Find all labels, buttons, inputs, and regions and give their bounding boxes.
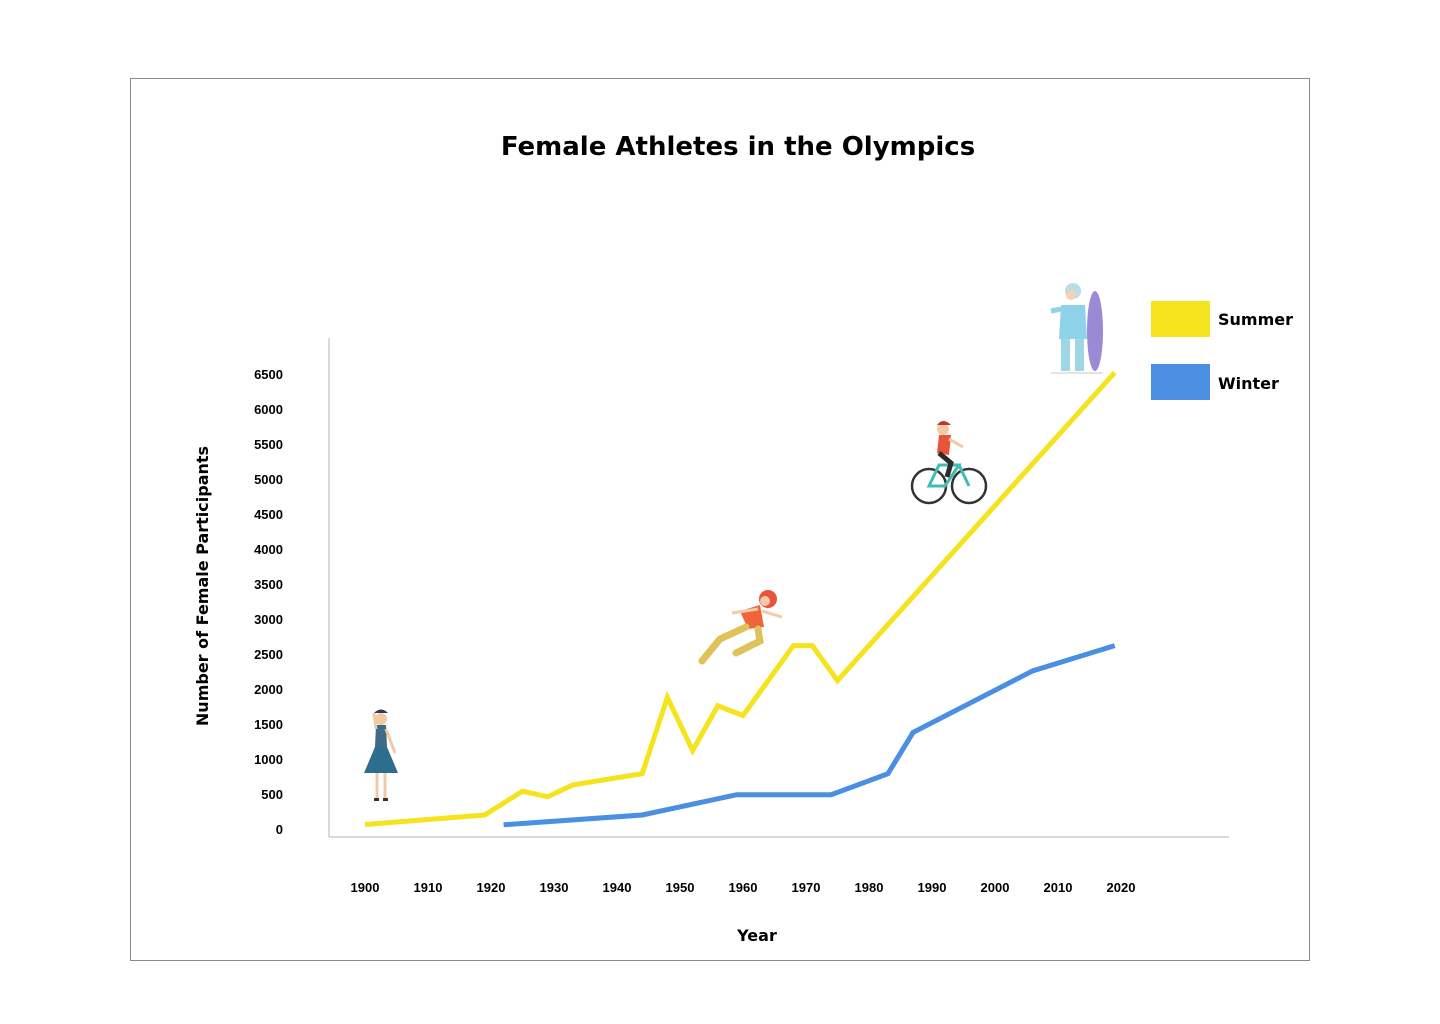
dancer-illustration — [364, 709, 398, 801]
chart-title: Female Athletes in the Olympics — [501, 132, 975, 162]
y-tick-label: 5000 — [254, 472, 283, 487]
y-tick-label: 0 — [276, 822, 283, 837]
x-tick-label: 1990 — [918, 880, 947, 895]
x-tick-label: 2020 — [1107, 880, 1136, 895]
x-tick-label: 1950 — [666, 880, 695, 895]
y-tick-label: 1500 — [254, 717, 283, 732]
x-tick-label: 1980 — [855, 880, 884, 895]
legend-swatch-summer — [1151, 301, 1210, 337]
series-line-summer — [364, 370, 1117, 827]
x-axis-label: Year — [736, 926, 777, 945]
y-tick-label: 1000 — [254, 752, 283, 767]
y-tick-label: 2500 — [254, 647, 283, 662]
legend-swatch-winter — [1151, 364, 1210, 400]
line-chart: Female Athletes in the Olympics 0 500 1000… — [193, 132, 1293, 945]
x-tick-label: 1930 — [540, 880, 569, 895]
y-tick-label: 6000 — [254, 402, 283, 417]
cyclist-illustration — [910, 421, 988, 505]
y-tick-label: 4000 — [254, 542, 283, 557]
legend-label-summer: Summer — [1218, 310, 1293, 329]
x-tick-label: 1940 — [603, 880, 632, 895]
x-tick-label: 2000 — [981, 880, 1010, 895]
y-tick-label: 2000 — [254, 682, 283, 697]
x-tick-label: 1920 — [477, 880, 506, 895]
y-tick-label: 6500 — [254, 367, 283, 382]
y-tick-label: 3000 — [254, 612, 283, 627]
x-tick-label: 1900 — [351, 880, 380, 895]
chart-frame: Female Athletes in the Olympics 0 500 1000… — [130, 78, 1310, 961]
snowboarder-illustration — [1050, 283, 1103, 374]
y-tick-label: 500 — [261, 787, 283, 802]
sprinter-illustration — [698, 590, 783, 665]
y-tick-labels: 0 500 1000 1500 2000 2500 3000 3500 4000 4500 5000… — [254, 367, 283, 837]
series-line-winter — [503, 643, 1116, 828]
y-tick-label: 5500 — [254, 437, 283, 452]
x-tick-label: 1960 — [729, 880, 758, 895]
y-tick-label: 4500 — [254, 507, 283, 522]
x-tick-label: 1910 — [414, 880, 443, 895]
series-layer — [364, 370, 1117, 828]
x-tick-label: 1970 — [792, 880, 821, 895]
y-axis-label: Number of Female Participants — [193, 446, 212, 726]
y-tick-label: 3500 — [254, 577, 283, 592]
x-tick-label: 2010 — [1044, 880, 1073, 895]
legend-label-winter: Winter — [1218, 374, 1279, 393]
x-tick-labels: 1900 1910 1920 1930 1940 1950 1960 1970 1980 1990… — [351, 880, 1136, 895]
